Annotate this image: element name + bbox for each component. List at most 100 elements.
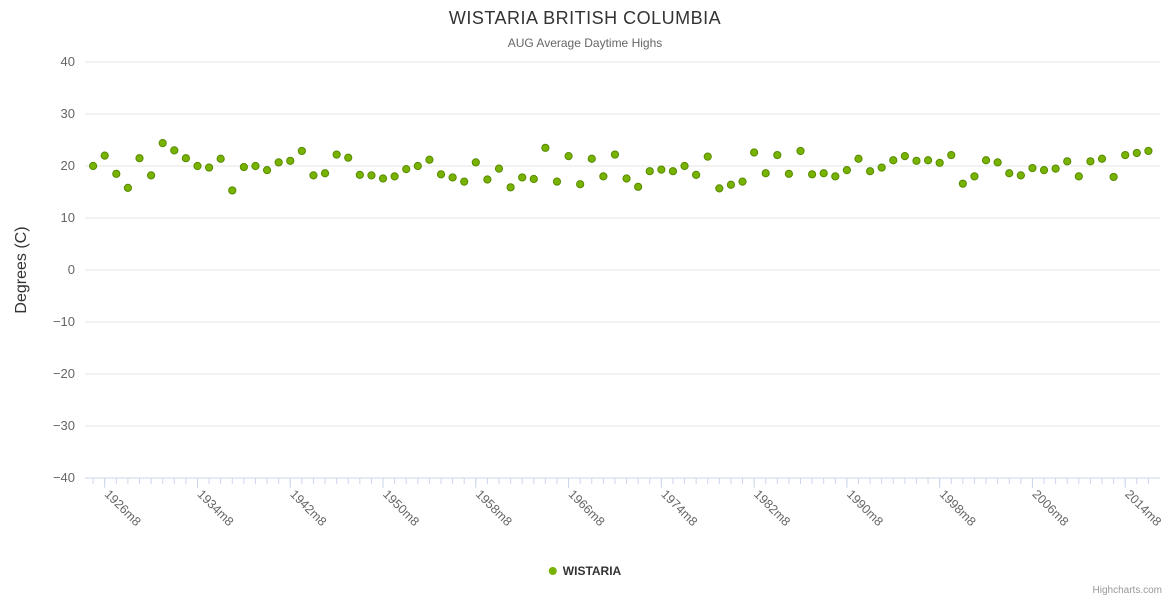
data-point[interactable]	[610, 150, 620, 159]
data-point[interactable]	[228, 186, 237, 195]
data-point[interactable]	[147, 171, 156, 180]
data-point[interactable]	[448, 173, 457, 182]
data-point[interactable]	[158, 139, 167, 148]
data-point[interactable]	[193, 161, 202, 171]
data-point[interactable]	[1086, 157, 1095, 166]
data-point[interactable]	[135, 154, 144, 163]
data-point[interactable]	[413, 161, 422, 171]
data-point[interactable]	[657, 165, 666, 174]
data-point[interactable]	[100, 151, 109, 160]
data-point[interactable]	[981, 156, 991, 165]
data-point[interactable]	[761, 169, 770, 178]
data-point[interactable]	[923, 156, 933, 165]
data-point[interactable]	[831, 172, 840, 181]
data-point[interactable]	[1005, 169, 1014, 178]
data-point[interactable]	[703, 152, 712, 161]
data-point[interactable]	[402, 165, 411, 174]
data-point[interactable]	[355, 170, 364, 179]
data-point[interactable]	[935, 158, 944, 167]
x-tick-label: 1958m8	[473, 487, 515, 529]
data-point[interactable]	[993, 158, 1002, 167]
data-point[interactable]	[645, 167, 654, 176]
data-point[interactable]	[587, 154, 596, 163]
data-point[interactable]	[796, 146, 805, 156]
data-point[interactable]	[1016, 171, 1025, 180]
data-point[interactable]	[390, 172, 399, 181]
data-point[interactable]	[216, 154, 225, 163]
data-point[interactable]	[842, 166, 851, 175]
data-point[interactable]	[1097, 154, 1107, 163]
data-point[interactable]	[332, 150, 341, 159]
data-point[interactable]	[436, 170, 446, 179]
data-point[interactable]	[819, 169, 828, 178]
data-point[interactable]	[865, 167, 875, 176]
data-point[interactable]	[889, 156, 898, 165]
data-point[interactable]	[680, 161, 689, 171]
highcharts-credit[interactable]: Highcharts.com	[1092, 585, 1162, 596]
data-point[interactable]	[471, 158, 480, 167]
data-point[interactable]	[309, 171, 318, 180]
data-point[interactable]	[320, 169, 330, 178]
data-point[interactable]	[1039, 166, 1049, 175]
data-point[interactable]	[262, 166, 272, 175]
data-point[interactable]	[726, 180, 736, 189]
data-point[interactable]	[1051, 164, 1060, 173]
data-point[interactable]	[1074, 172, 1083, 181]
x-tick-label: 1942m8	[287, 487, 329, 529]
data-point[interactable]	[112, 169, 121, 178]
data-point[interactable]	[912, 156, 921, 165]
data-point[interactable]	[1028, 163, 1037, 173]
data-point[interactable]	[483, 175, 492, 184]
data-point[interactable]	[367, 171, 376, 180]
data-point[interactable]	[286, 156, 295, 165]
data-point[interactable]	[297, 146, 306, 156]
y-tick-label: 10	[61, 210, 75, 225]
data-point[interactable]	[877, 163, 886, 172]
data-point[interactable]	[750, 148, 759, 157]
data-point[interactable]	[564, 152, 573, 161]
data-point[interactable]	[1063, 157, 1072, 166]
data-point[interactable]	[552, 177, 562, 186]
data-point[interactable]	[204, 163, 214, 172]
data-point[interactable]	[89, 161, 98, 171]
legend-marker-icon	[548, 567, 557, 575]
data-point[interactable]	[494, 164, 504, 173]
data-point[interactable]	[1144, 146, 1153, 156]
data-point[interactable]	[854, 154, 863, 163]
data-point[interactable]	[181, 154, 190, 163]
data-point[interactable]	[773, 150, 782, 160]
data-point[interactable]	[692, 170, 701, 179]
data-point[interactable]	[958, 179, 967, 188]
data-point[interactable]	[738, 177, 747, 186]
data-point[interactable]	[344, 153, 353, 162]
data-point[interactable]	[518, 173, 527, 182]
data-point[interactable]	[506, 183, 515, 192]
data-point[interactable]	[274, 158, 283, 167]
data-point[interactable]	[715, 184, 724, 193]
data-point[interactable]	[599, 172, 608, 181]
data-point[interactable]	[1109, 172, 1118, 182]
data-point[interactable]	[622, 174, 631, 183]
chart-title: WISTARIA BRITISH COLUMBIA	[448, 8, 722, 28]
data-point[interactable]	[634, 182, 643, 191]
data-point[interactable]	[170, 146, 179, 155]
data-point[interactable]	[425, 155, 434, 164]
data-point[interactable]	[900, 152, 909, 161]
data-point[interactable]	[668, 167, 678, 176]
legend-item-wistaria[interactable]: WISTARIA	[548, 564, 621, 578]
data-point[interactable]	[123, 183, 133, 192]
data-point[interactable]	[784, 169, 794, 178]
data-point[interactable]	[460, 177, 469, 186]
data-point[interactable]	[529, 174, 538, 184]
data-point[interactable]	[947, 150, 956, 160]
data-point[interactable]	[251, 161, 260, 171]
data-point[interactable]	[1121, 150, 1130, 160]
data-point[interactable]	[970, 172, 979, 181]
data-point[interactable]	[1132, 148, 1141, 158]
data-point[interactable]	[541, 143, 550, 152]
data-point[interactable]	[808, 170, 817, 179]
data-point[interactable]	[576, 180, 585, 189]
data-point[interactable]	[378, 174, 388, 183]
data-point[interactable]	[239, 162, 248, 172]
